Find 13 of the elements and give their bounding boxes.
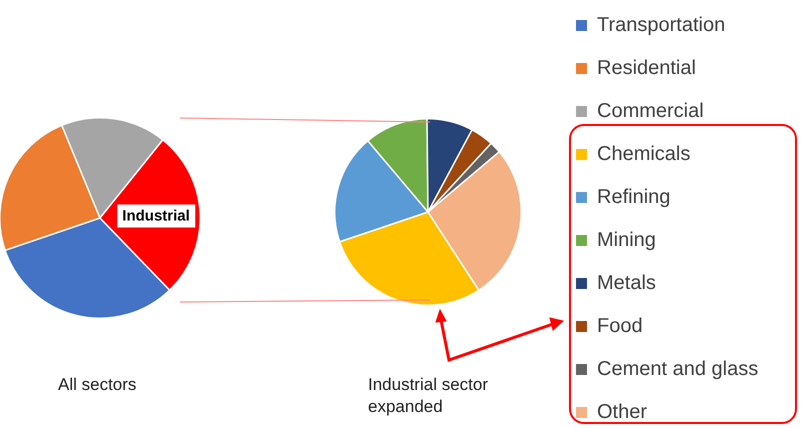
legend-label: Commercial (597, 100, 704, 123)
legend-label: Other (597, 401, 648, 424)
legend-label: Cement and glass (597, 358, 758, 381)
legend-label: Transportation (597, 14, 726, 37)
text: Industrial sector expanded (368, 374, 489, 418)
text: All sectors (58, 374, 136, 396)
text: Industrial (117, 204, 195, 228)
legend-label: Mining (597, 229, 656, 252)
legend-label: Refining (597, 186, 670, 209)
legend-label: Food (597, 315, 643, 338)
legend-label: Metals (597, 272, 656, 295)
legend-label: Chemicals (597, 143, 690, 166)
legend-label: Residential (597, 57, 696, 80)
